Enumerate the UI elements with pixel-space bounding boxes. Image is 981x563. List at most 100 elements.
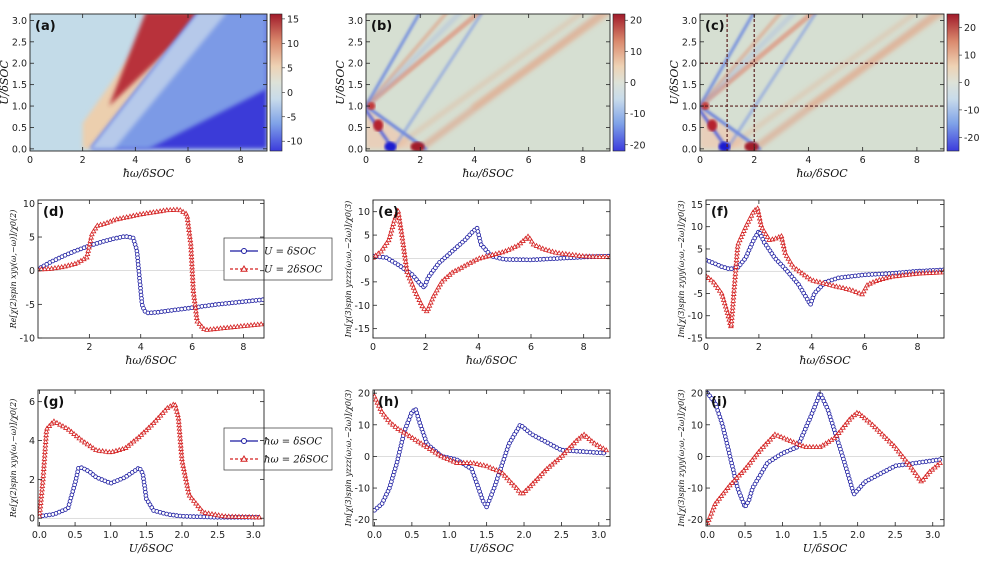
data-point: [579, 253, 586, 259]
panel-g: ħω = δSOC ħω = 2δSOC 0.0 0.5 1.0 1.5 2.0 2.5 3.0…: [9, 389, 333, 555]
data-point: [813, 278, 820, 284]
heatmap-c: [700, 14, 944, 151]
data-point: [583, 433, 590, 439]
data-point: [760, 443, 767, 449]
data-point: [864, 417, 871, 423]
colorbar-tick-label: -20: [964, 133, 980, 144]
x-tick-label: 0: [697, 155, 703, 166]
data-point: [735, 240, 742, 246]
data-point: [40, 476, 46, 482]
y-tick-label: 1.5: [12, 80, 27, 91]
data-point: [42, 435, 49, 441]
data-point: [793, 266, 800, 272]
y-tick-label: 2.0: [682, 59, 697, 70]
x-tick-label: 8: [581, 342, 587, 353]
x-tick-label: 6: [528, 342, 534, 353]
data-point: [708, 510, 715, 516]
panel-f: 0 2 4 6 8 15 10 5 0 -5 -10 -15 (f) ħω/δSOC Im[χ(3)spin…: [677, 199, 945, 367]
y-axis-label: Im[χ(3)spin zyyy(ω;ω,−2ω)]/χ0(3): [677, 389, 686, 527]
x-tick-label: 1.0: [775, 530, 790, 541]
data-point: [409, 434, 416, 440]
data-point: [427, 299, 434, 305]
data-point: [398, 427, 404, 433]
data-point: [163, 207, 170, 213]
data-point: [79, 437, 85, 443]
data-point: [528, 238, 535, 244]
data-point: [573, 252, 579, 258]
data-point: [418, 440, 424, 446]
colorbar-tick-label: 0: [630, 78, 636, 89]
axes-frame: [699, 13, 945, 152]
data-point: [733, 253, 740, 259]
x-tick-label: 2.0: [850, 530, 865, 541]
colorbar-tick-label: -20: [630, 140, 646, 151]
data-point: [716, 495, 723, 501]
legend-box: [223, 427, 333, 471]
data-point: [536, 473, 543, 479]
data-point: [730, 290, 737, 296]
y-tick-label: 0.5: [682, 123, 697, 134]
data-point: [92, 225, 99, 231]
data-point: [212, 511, 219, 517]
colorbar-tick-label: 10: [630, 47, 642, 58]
hotspot-red: [373, 119, 384, 132]
colorbar-tick-label: -10: [287, 137, 303, 148]
data-point: [769, 433, 776, 440]
data-point: [68, 428, 75, 434]
data-point: [568, 442, 575, 448]
data-point: [432, 449, 439, 455]
data-point: [712, 500, 718, 506]
axes-frame: [705, 389, 945, 527]
data-point: [739, 230, 746, 236]
y-tick-label: 1.0: [348, 102, 363, 113]
data-point: [729, 311, 736, 317]
data-point: [879, 431, 886, 437]
data-point: [38, 489, 45, 495]
data-point: [159, 409, 166, 416]
plot-area-i: [706, 390, 943, 525]
x-tick-label: 0.0: [32, 530, 47, 541]
y-tick-label: 20: [358, 389, 370, 400]
data-point: [40, 465, 47, 471]
x-tick-label: 4: [132, 155, 138, 166]
data-point: [902, 456, 908, 462]
data-point: [527, 235, 533, 241]
data-point: [421, 305, 428, 311]
data-point: [856, 290, 863, 296]
data-point: [728, 321, 735, 327]
data-point: [242, 513, 249, 519]
data-point: [527, 482, 534, 489]
hotspot-red: [744, 141, 759, 151]
legend: U = δSOC U = 2δSOC: [223, 237, 333, 281]
data-point: [913, 270, 920, 276]
x-tick-label: 2.0: [174, 530, 189, 541]
data-point: [754, 205, 761, 211]
data-point: [41, 455, 48, 461]
data-point: [803, 443, 810, 450]
data-point: [751, 454, 758, 460]
data-point: [541, 468, 548, 474]
data-point: [57, 421, 63, 427]
axes-frame: [372, 389, 611, 527]
data-point: [441, 454, 448, 460]
x-tick-label: 1.0: [442, 530, 457, 541]
y-tick-label: 0.0: [12, 144, 27, 155]
data-point: [477, 461, 484, 467]
data-point: [382, 414, 389, 420]
y-tick-label: 10: [358, 420, 370, 431]
resonance-line: [390, 14, 585, 151]
data-point: [457, 459, 464, 465]
y-tick-label: -15: [687, 334, 703, 345]
x-tick-label: 0.0: [700, 530, 715, 541]
x-axis-label: ħω/δSOC: [799, 354, 851, 367]
data-point: [38, 506, 43, 512]
data-point: [731, 277, 738, 283]
data-point: [42, 442, 49, 448]
data-point: [73, 432, 80, 439]
data-point: [748, 212, 755, 218]
colorbar-tick-label: 20: [964, 23, 976, 34]
x-tick-label: 0: [363, 155, 369, 166]
data-point: [835, 429, 842, 435]
data-point: [799, 270, 805, 276]
data-point: [378, 248, 384, 254]
